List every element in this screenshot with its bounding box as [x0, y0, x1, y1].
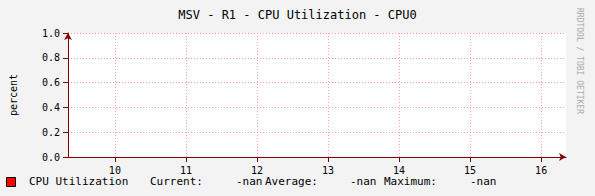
svg-text:12: 12	[251, 165, 263, 176]
svg-text:10: 10	[109, 165, 121, 176]
svg-text:-nan: -nan	[236, 175, 263, 188]
svg-text:15: 15	[464, 165, 476, 176]
svg-text:CPU Utilization: CPU Utilization	[29, 175, 128, 188]
svg-text:0.8: 0.8	[42, 52, 60, 63]
svg-text:11: 11	[180, 165, 192, 176]
svg-text:-nan: -nan	[350, 175, 377, 188]
svg-text:0.4: 0.4	[42, 102, 60, 113]
svg-text:0.6: 0.6	[42, 77, 60, 88]
svg-text:14: 14	[393, 165, 405, 176]
svg-text:percent: percent	[8, 74, 19, 116]
svg-text:Maximum:: Maximum:	[384, 175, 437, 188]
svg-text:Average:: Average:	[265, 175, 318, 188]
svg-text:-nan: -nan	[470, 175, 497, 188]
svg-text:1.0: 1.0	[42, 28, 60, 39]
svg-text:Current:: Current:	[150, 175, 203, 188]
svg-text:16: 16	[535, 165, 547, 176]
svg-text:0.2: 0.2	[42, 127, 60, 138]
svg-text:MSV - R1 - CPU Utilization - C: MSV - R1 - CPU Utilization - CPU0	[178, 8, 416, 22]
svg-text:0.0: 0.0	[42, 152, 60, 163]
svg-text:13: 13	[322, 165, 334, 176]
svg-text:RRDTOOL / TOBI OETIKER: RRDTOOL / TOBI OETIKER	[575, 8, 584, 114]
